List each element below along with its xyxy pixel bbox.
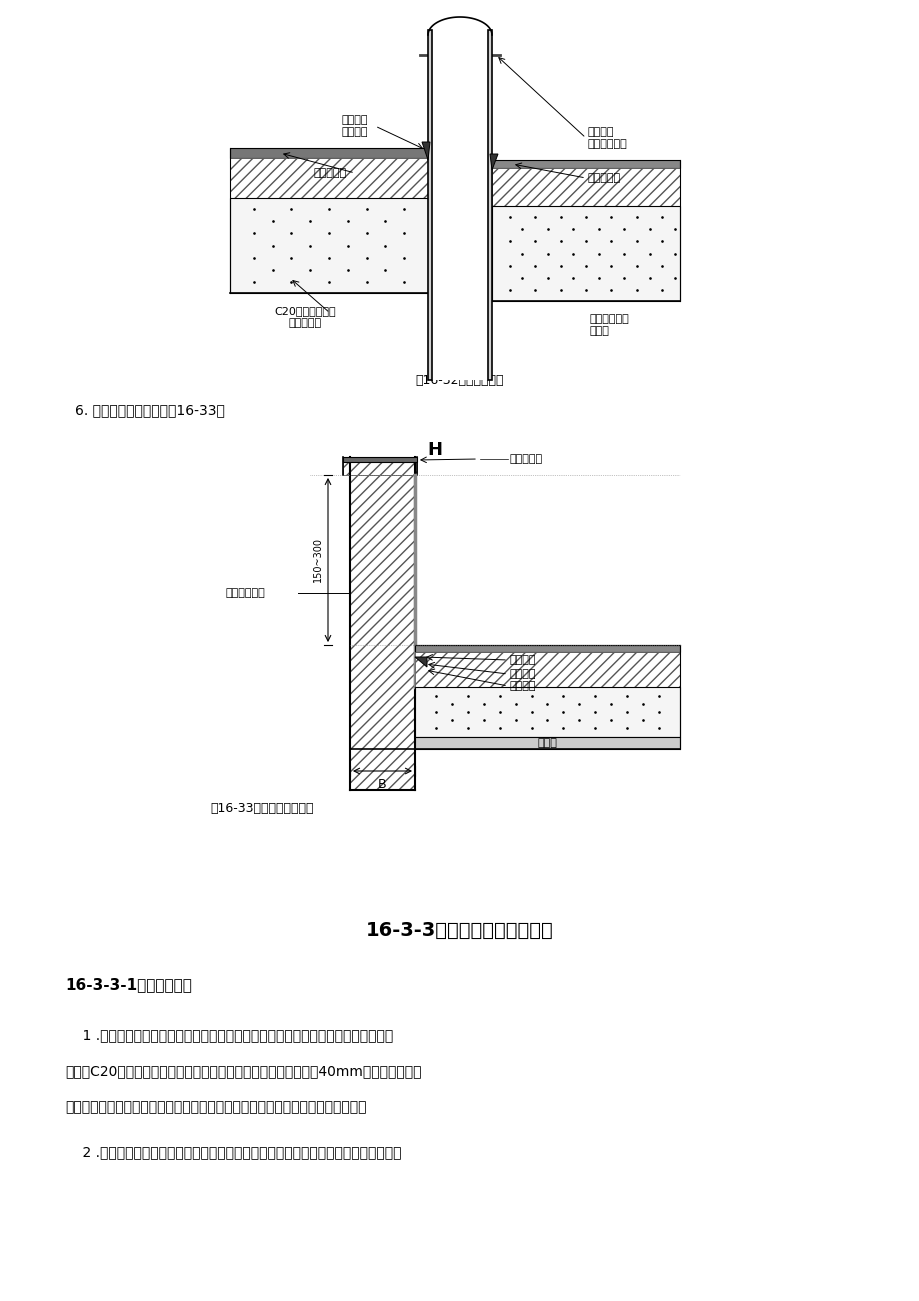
Text: 背衬材料: 背衬材料	[509, 680, 536, 691]
Text: 外墙防水饰面: 外墙防水饰面	[225, 588, 265, 598]
Text: 浆找平: 浆找平	[589, 327, 609, 336]
Text: 150~300: 150~300	[312, 537, 323, 583]
Bar	[230, 148, 427, 157]
Bar	[492, 168, 679, 206]
Bar	[432, 30, 487, 380]
Text: 隔离层: 隔离层	[537, 738, 556, 748]
Text: 聚合物填实: 聚合物填实	[289, 317, 322, 328]
Text: 密封材料: 密封材料	[587, 127, 614, 137]
Bar	[343, 457, 416, 475]
Polygon shape	[490, 154, 497, 170]
Text: 密封材料: 密封材料	[509, 669, 536, 679]
Text: 背衬材料: 背衬材料	[341, 127, 368, 137]
Bar	[487, 30, 492, 380]
Bar	[427, 30, 432, 380]
Bar	[414, 736, 679, 749]
Bar	[230, 198, 427, 293]
Text: 图16-33女儿墙压顶及泛水: 图16-33女儿墙压顶及泛水	[210, 803, 313, 816]
Bar	[492, 206, 679, 301]
Bar	[349, 475, 414, 790]
Text: 密封材料: 密封材料	[341, 114, 368, 125]
Text: 1 .屋面结构层为装配式钢筋混凝土屋面板时，应用细石混凝土嵌缝，其强度等级应: 1 .屋面结构层为装配式钢筋混凝土屋面板时，应用细石混凝土嵌缝，其强度等级应	[65, 1028, 392, 1042]
Text: C20细石混凝土掺: C20细石混凝土掺	[274, 306, 335, 316]
Text: 刚性防水层: 刚性防水层	[313, 168, 346, 178]
Text: H: H	[427, 441, 442, 459]
Text: 涂膜防水层: 涂膜防水层	[509, 454, 542, 464]
Polygon shape	[422, 142, 429, 160]
Bar	[414, 645, 679, 652]
Bar	[492, 160, 679, 168]
Text: 2 .由室内伸出屋面的水管、通风管等须在防水层施工前安装，并在周围留凹槽以便嵌: 2 .由室内伸出屋面的水管、通风管等须在防水层施工前安装，并在周围留凹槽以便嵌	[65, 1145, 401, 1159]
Text: 附加卷材: 附加卷材	[509, 654, 536, 665]
Text: 聚合物水泥砂: 聚合物水泥砂	[589, 314, 630, 324]
Text: B: B	[378, 778, 386, 791]
Text: 16-3-3-1施工准备工作: 16-3-3-1施工准备工作	[65, 977, 192, 993]
Text: 16-3-3细石混凝土防水层施工: 16-3-3细石混凝土防水层施工	[366, 921, 553, 939]
Text: 6. 女儿墙压顶及泛水（图16-33）: 6. 女儿墙压顶及泛水（图16-33）	[75, 403, 224, 418]
Bar	[414, 687, 679, 736]
Text: 不小于C20；灌缝的细石混凝土宜掺膨胀剂。当屋面板缝宽度大于40mm或上窄下宽时，: 不小于C20；灌缝的细石混凝土宜掺膨胀剂。当屋面板缝宽度大于40mm或上窄下宽时…	[65, 1064, 421, 1079]
Bar	[343, 457, 416, 462]
Text: 卷材防水层: 卷材防水层	[587, 173, 620, 183]
Bar	[230, 157, 427, 198]
Text: 板健内应设置构造钢筋。灌缝宽度与板面平齐。板端应用密封材料嵌缝密封处理。: 板健内应设置构造钢筋。灌缝宽度与板面平齐。板端应用密封材料嵌缝密封处理。	[65, 1101, 366, 1114]
Polygon shape	[414, 657, 426, 667]
Bar	[414, 652, 679, 687]
Text: 图16-32伸出屋面管道: 图16-32伸出屋面管道	[415, 373, 504, 386]
Text: 不锈钢扁铁擦: 不锈钢扁铁擦	[587, 139, 627, 150]
